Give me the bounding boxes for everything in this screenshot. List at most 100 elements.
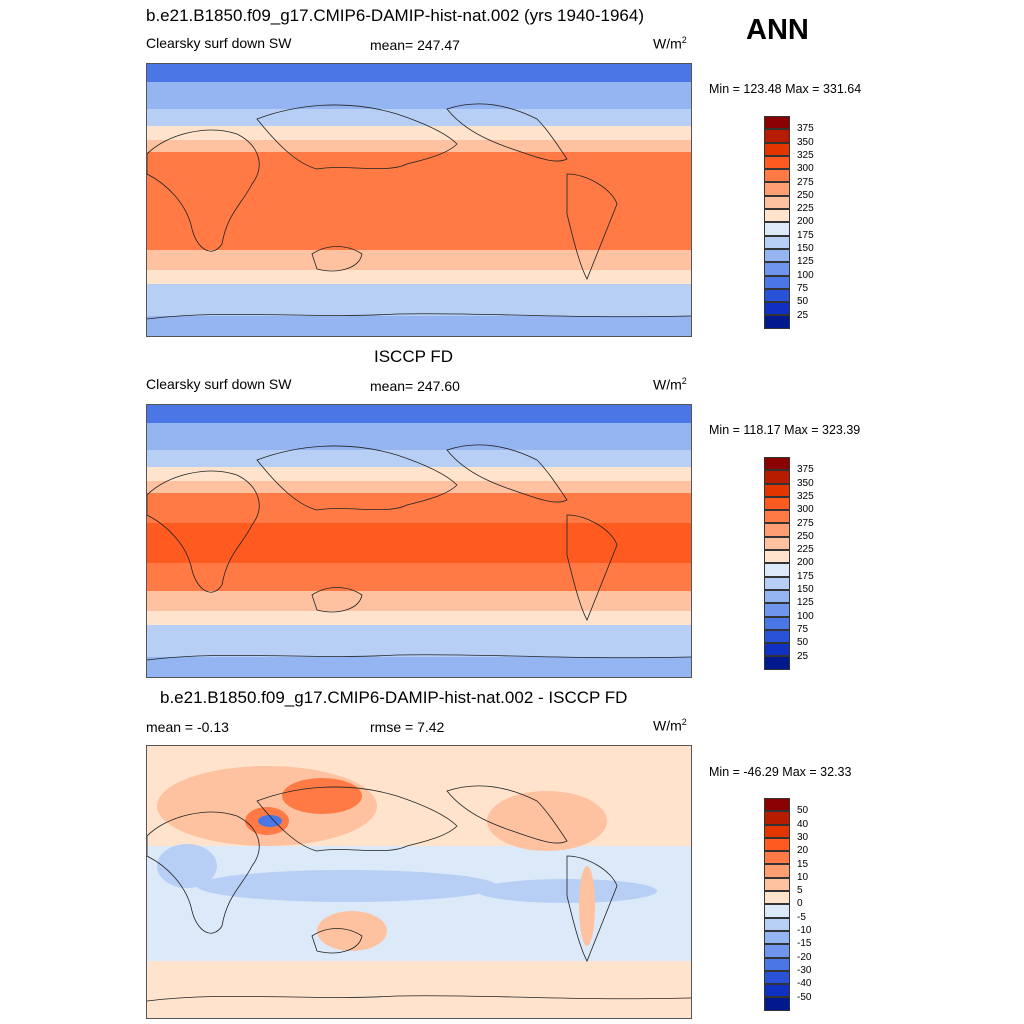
colorbar-swatch — [764, 877, 790, 892]
colorbar-swatch — [764, 643, 790, 657]
panel2-bands — [147, 405, 691, 677]
colorbar-swatch — [764, 182, 790, 196]
colorbar-tick-label: 175 — [797, 570, 814, 582]
colorbar-tick-label: 25 — [797, 309, 809, 321]
field-anomaly — [157, 844, 217, 888]
panel3-map — [146, 745, 692, 1019]
colorbar-swatch — [764, 262, 790, 276]
colorbar-swatch — [764, 970, 790, 985]
colorbar-tick-label: 175 — [797, 229, 814, 241]
colorbar-tick-label: 200 — [797, 216, 814, 228]
colorbar-swatch — [764, 917, 790, 931]
colorbar-tick-label: 75 — [797, 282, 809, 294]
colorbar-swatch — [764, 288, 790, 303]
field-anomaly — [487, 791, 607, 851]
colorbar-swatch — [764, 315, 790, 329]
colorbar-swatch — [764, 851, 790, 865]
colorbar-tick-label: -10 — [797, 925, 812, 936]
colorbar-tick-label: 10 — [797, 871, 809, 883]
panel2-title: ISCCP FD — [374, 347, 454, 366]
colorbar-tick-label: 350 — [797, 136, 814, 148]
colorbar-tick-label: 250 — [797, 530, 814, 542]
field-anomaly — [282, 778, 362, 814]
colorbar-tick-label: 50 — [797, 805, 809, 817]
colorbar-tick-label: 275 — [797, 517, 814, 529]
colorbar-swatch — [764, 656, 790, 670]
panel1-coastlines — [147, 103, 691, 320]
colorbar-tick-label: -15 — [797, 938, 812, 950]
colorbar-tick-label: 225 — [797, 203, 814, 215]
panel1-map — [146, 63, 692, 337]
colorbar-tick-label: 50 — [797, 296, 809, 308]
colorbar-swatch — [764, 142, 790, 156]
colorbar-swatch — [764, 629, 790, 644]
season-label: ANN — [746, 14, 809, 46]
colorbar-tick-label: 25 — [797, 650, 809, 662]
colorbar-swatch — [764, 235, 790, 249]
colorbar-tick-label: 15 — [797, 858, 809, 870]
panel3-minmax: Min = -46.29 Max = 32.33 — [709, 765, 852, 779]
colorbar-swatch — [764, 811, 790, 825]
colorbar-tick-label: 325 — [797, 149, 814, 161]
colorbar-swatch — [764, 470, 790, 484]
field-anomaly — [579, 866, 595, 946]
field-band — [147, 316, 691, 336]
field-band — [147, 152, 691, 250]
panel3-bands — [147, 746, 691, 1018]
colorbar-swatch — [764, 864, 790, 878]
colorbar-swatch — [764, 589, 790, 604]
colorbar-tick-label: 50 — [797, 637, 809, 649]
colorbar-tick-label: -5 — [797, 911, 806, 923]
colorbar-swatch — [764, 222, 790, 236]
panel2-map-field — [147, 405, 691, 677]
panel1-title: b.e21.B1850.f09_g17.CMIP6-DAMIP-hist-nat… — [146, 6, 644, 25]
colorbar-swatch — [764, 209, 790, 223]
colorbar-swatch — [764, 457, 790, 471]
panel3-units: W/m2 — [653, 717, 687, 734]
colorbar-swatch — [764, 483, 790, 497]
colorbar-swatch — [764, 904, 790, 918]
colorbar-tick-label: 30 — [797, 831, 809, 843]
panel2-map — [146, 404, 692, 678]
colorbar-swatch — [764, 510, 790, 524]
colorbar-tick-label: 375 — [797, 464, 814, 476]
colorbar-tick-label: -20 — [797, 951, 812, 963]
colorbar-tick-label: 250 — [797, 189, 814, 201]
panel2-variable-label: Clearsky surf down SW — [146, 376, 292, 392]
colorbar-tick-label: 150 — [797, 584, 814, 595]
colorbar-tick-label: 150 — [797, 243, 814, 254]
colorbar-swatch — [764, 563, 790, 577]
colorbar-swatch — [764, 984, 790, 998]
colorbar-tick-label: 275 — [797, 176, 814, 188]
colorbar-swatch — [764, 496, 790, 511]
colorbar-swatch — [764, 798, 790, 812]
colorbar-swatch — [764, 169, 790, 183]
panel2-units: W/m2 — [653, 376, 687, 393]
panel1-units: W/m2 — [653, 35, 687, 52]
colorbar-swatch — [764, 248, 790, 263]
colorbar-swatch — [764, 275, 790, 289]
colorbar-swatch — [764, 302, 790, 316]
panel2-minmax: Min = 118.17 Max = 323.39 — [709, 423, 861, 437]
panel3-colorbar — [764, 798, 790, 1011]
colorbar-tick-label: 100 — [797, 269, 814, 281]
colorbar-tick-label: 325 — [797, 490, 814, 502]
colorbar-tick-label: -40 — [797, 978, 812, 990]
field-band — [147, 961, 691, 1018]
colorbar-swatch — [764, 944, 790, 958]
colorbar-tick-label: -50 — [797, 991, 812, 1003]
colorbar-swatch — [764, 930, 790, 945]
colorbar-swatch — [764, 957, 790, 971]
panel2-coastlines — [147, 444, 691, 661]
panel1-map-field — [147, 64, 691, 336]
panel1-mean-label: mean= 247.47 — [370, 37, 460, 53]
panel1-minmax: Min = 123.48 Max = 331.64 — [709, 82, 862, 96]
colorbar-tick-label: 0 — [797, 898, 803, 910]
colorbar-swatch — [764, 616, 790, 630]
colorbar-tick-label: 100 — [797, 610, 814, 622]
colorbar-swatch — [764, 550, 790, 564]
colorbar-swatch — [764, 603, 790, 617]
panel3-title: b.e21.B1850.f09_g17.CMIP6-DAMIP-hist-nat… — [160, 688, 628, 707]
panel1-colorbar — [764, 116, 790, 329]
panel2-mean-label: mean= 247.60 — [370, 378, 460, 394]
